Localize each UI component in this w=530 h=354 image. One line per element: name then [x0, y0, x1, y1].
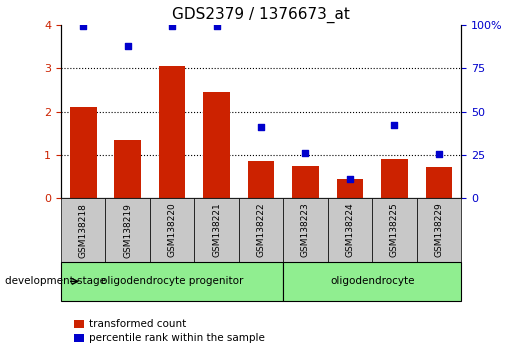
FancyBboxPatch shape	[372, 198, 417, 262]
Text: GSM138229: GSM138229	[435, 203, 444, 257]
Bar	[159, 66, 186, 198]
FancyBboxPatch shape	[150, 198, 195, 262]
FancyBboxPatch shape	[283, 198, 328, 262]
FancyBboxPatch shape	[328, 198, 372, 262]
FancyBboxPatch shape	[417, 198, 461, 262]
Point	[213, 23, 221, 28]
FancyBboxPatch shape	[195, 198, 239, 262]
FancyBboxPatch shape	[283, 262, 461, 301]
FancyBboxPatch shape	[61, 198, 105, 262]
FancyBboxPatch shape	[239, 198, 283, 262]
Text: oligodendrocyte progenitor: oligodendrocyte progenitor	[101, 276, 243, 286]
Bar	[292, 166, 319, 198]
Bar	[70, 107, 96, 198]
Text: GSM138221: GSM138221	[212, 203, 221, 257]
Point	[390, 122, 399, 128]
Bar	[337, 179, 363, 198]
Point	[346, 176, 354, 182]
Text: transformed count: transformed count	[89, 319, 186, 329]
Title: GDS2379 / 1376673_at: GDS2379 / 1376673_at	[172, 7, 350, 23]
Point	[301, 150, 310, 156]
Point	[123, 43, 132, 48]
FancyBboxPatch shape	[61, 262, 283, 301]
Bar	[381, 159, 408, 198]
Point	[257, 124, 266, 130]
Bar	[248, 161, 275, 198]
FancyBboxPatch shape	[105, 198, 150, 262]
Bar	[114, 140, 141, 198]
Point	[168, 23, 176, 28]
Text: oligodendrocyte: oligodendrocyte	[330, 276, 414, 286]
Text: GSM138220: GSM138220	[167, 203, 176, 257]
Bar	[74, 320, 84, 328]
Text: GSM138218: GSM138218	[78, 202, 87, 258]
Text: GSM138223: GSM138223	[301, 203, 310, 257]
Point	[79, 23, 87, 28]
Text: GSM138222: GSM138222	[257, 203, 266, 257]
Bar	[203, 92, 230, 198]
Point	[435, 151, 443, 157]
Text: development stage: development stage	[5, 276, 107, 286]
Bar	[426, 167, 452, 198]
Bar	[74, 334, 84, 342]
Text: GSM138225: GSM138225	[390, 203, 399, 257]
Text: GSM138224: GSM138224	[346, 203, 355, 257]
Text: GSM138219: GSM138219	[123, 202, 132, 258]
Text: percentile rank within the sample: percentile rank within the sample	[89, 333, 265, 343]
